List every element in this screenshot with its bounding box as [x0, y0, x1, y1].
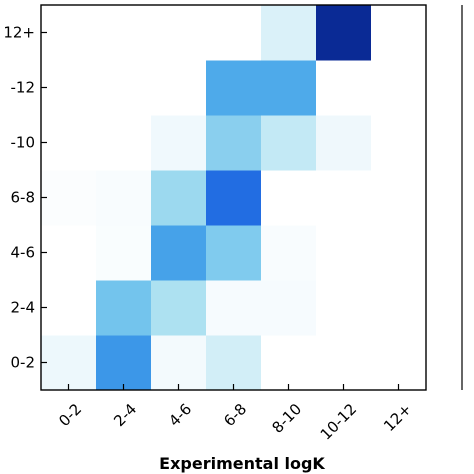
- heatmap-cell: [261, 280, 317, 336]
- heatmap-cell: [151, 115, 207, 171]
- heatmap-cell: [96, 335, 152, 391]
- heatmap-cell: [261, 5, 317, 61]
- heatmap-cell: [316, 60, 372, 116]
- heatmap-cell: [151, 280, 207, 336]
- y-tick-label: 2-4: [11, 299, 36, 317]
- heatmap-cell: [151, 60, 207, 116]
- heatmap-cell: [151, 170, 207, 226]
- x-axis-title: Experimental logK: [159, 454, 325, 473]
- heatmap-cell: [96, 5, 152, 61]
- heatmap-cell: [206, 5, 262, 61]
- heatmap-cell: [41, 60, 97, 116]
- heatmap-cell: [206, 280, 262, 336]
- heatmap-cell: [316, 225, 372, 281]
- x-tick-label: 12+: [380, 400, 415, 435]
- heatmap-cell: [206, 170, 262, 226]
- heatmap-cell: [96, 170, 152, 226]
- x-tick-label: 6-8: [220, 400, 250, 430]
- heatmap-cell: [206, 225, 262, 281]
- heatmap-cell: [261, 170, 317, 226]
- heatmap-cell: [371, 335, 427, 391]
- heatmap-cell: [41, 225, 97, 281]
- y-tick-label: 0-2: [11, 354, 36, 372]
- heatmap-cell: [316, 280, 372, 336]
- heatmap-cell: [41, 280, 97, 336]
- x-tick-label: 10-12: [317, 400, 361, 444]
- heatmap-cell: [96, 60, 152, 116]
- heatmap-cell: [96, 280, 152, 336]
- heatmap-cell: [96, 115, 152, 171]
- heatmap-cell: [151, 335, 207, 391]
- x-axis-ticks: 0-2 2-4 4-6 6-8 8-10 10-12 12+: [55, 384, 415, 444]
- heatmap-cell: [371, 225, 427, 281]
- heatmap-cell: [371, 60, 427, 116]
- y-tick-label: 6-8: [11, 189, 36, 207]
- heatmap-cell: [261, 335, 317, 391]
- heatmap-cell: [151, 5, 207, 61]
- y-tick-label: 4-6: [11, 244, 36, 262]
- heatmap-cell: [151, 225, 207, 281]
- y-axis-ticks: 0-2 2-4 4-6 6-8 -10 -12 12+: [3, 24, 47, 372]
- heatmap-cell: [316, 5, 372, 61]
- x-tick-label: 0-2: [55, 400, 85, 430]
- heatmap-cell: [371, 170, 427, 226]
- heatmap-cell: [206, 335, 262, 391]
- heatmap-cell: [41, 5, 97, 61]
- heatmap-cell: [41, 335, 97, 391]
- y-tick-label: -12: [11, 79, 36, 97]
- x-tick-label: 4-6: [165, 400, 195, 430]
- heatmap-cell: [96, 225, 152, 281]
- heatmap-cell: [371, 280, 427, 336]
- heatmap-cell: [261, 225, 317, 281]
- heatmap-cell: [261, 60, 317, 116]
- heatmap-cells: [41, 5, 427, 391]
- heatmap-cell: [316, 170, 372, 226]
- heatmap-cell: [371, 5, 427, 61]
- heatmap-cell: [261, 115, 317, 171]
- heatmap-cell: [41, 115, 97, 171]
- heatmap-cell: [371, 115, 427, 171]
- heatmap-cell: [206, 115, 262, 171]
- x-tick-label: 2-4: [110, 400, 140, 430]
- y-tick-label: 12+: [3, 24, 35, 42]
- heatmap-cell: [316, 115, 372, 171]
- heatmap-cell: [206, 60, 262, 116]
- y-tick-label: -10: [11, 134, 36, 152]
- heatmap-cell: [41, 170, 97, 226]
- x-tick-label: 8-10: [268, 400, 305, 437]
- heatmap-cell: [316, 335, 372, 391]
